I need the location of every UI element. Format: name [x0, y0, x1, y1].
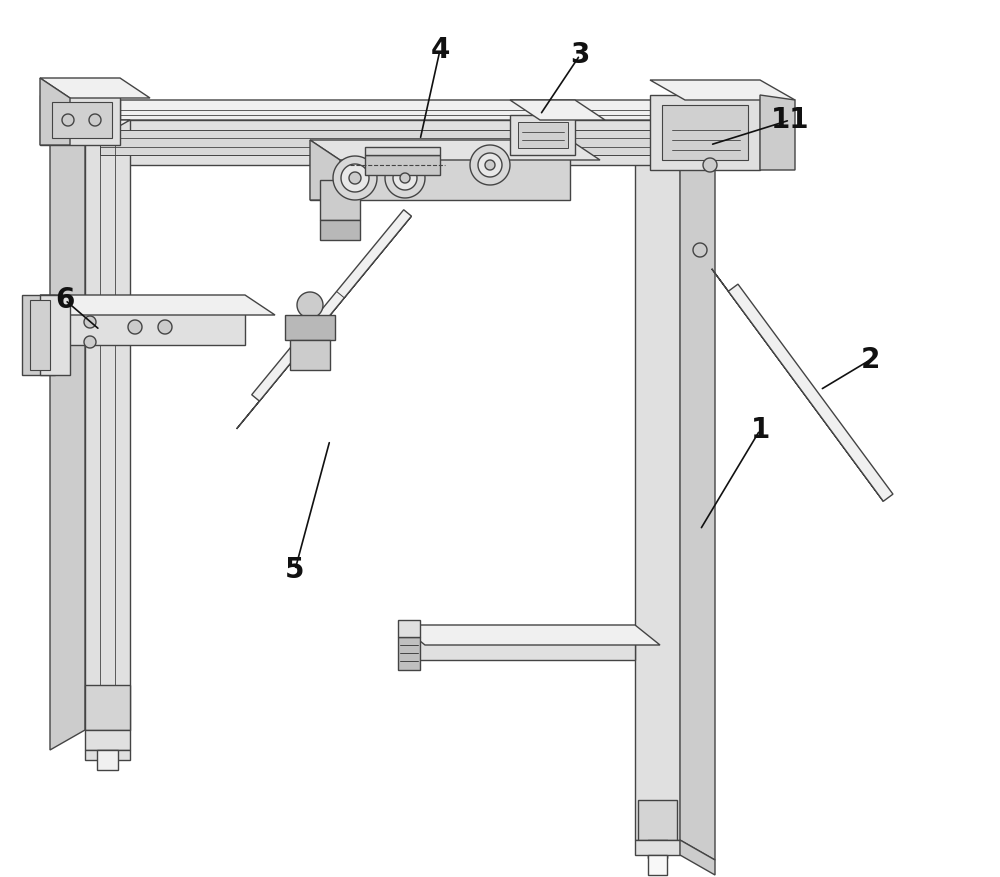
- Polygon shape: [84, 336, 96, 348]
- Polygon shape: [50, 120, 130, 140]
- Polygon shape: [158, 320, 172, 334]
- Polygon shape: [50, 120, 85, 750]
- Polygon shape: [320, 180, 360, 220]
- Text: 11: 11: [771, 106, 809, 134]
- Polygon shape: [310, 155, 570, 200]
- Polygon shape: [635, 145, 715, 165]
- Polygon shape: [62, 114, 74, 126]
- Polygon shape: [635, 840, 680, 855]
- Polygon shape: [648, 855, 667, 875]
- Polygon shape: [518, 122, 568, 148]
- Polygon shape: [385, 158, 425, 198]
- Polygon shape: [400, 173, 410, 183]
- Text: 5: 5: [285, 556, 305, 584]
- Polygon shape: [40, 295, 70, 375]
- Polygon shape: [349, 172, 361, 184]
- Polygon shape: [398, 637, 420, 670]
- Polygon shape: [648, 840, 667, 858]
- Polygon shape: [310, 140, 600, 160]
- Polygon shape: [40, 78, 150, 98]
- Polygon shape: [703, 158, 717, 172]
- Polygon shape: [290, 340, 330, 370]
- Polygon shape: [85, 685, 130, 730]
- Polygon shape: [310, 140, 340, 200]
- Polygon shape: [365, 147, 440, 155]
- Polygon shape: [40, 295, 275, 315]
- Text: 2: 2: [860, 346, 880, 374]
- Polygon shape: [84, 316, 96, 328]
- Polygon shape: [662, 105, 748, 160]
- Polygon shape: [485, 160, 495, 170]
- Text: 3: 3: [570, 41, 590, 69]
- Polygon shape: [285, 315, 335, 340]
- Polygon shape: [333, 156, 377, 200]
- Polygon shape: [85, 750, 130, 760]
- Polygon shape: [650, 80, 795, 100]
- Polygon shape: [100, 130, 665, 155]
- Polygon shape: [85, 120, 130, 730]
- Polygon shape: [237, 216, 411, 429]
- Polygon shape: [760, 95, 795, 170]
- Polygon shape: [712, 268, 883, 502]
- Polygon shape: [400, 640, 635, 660]
- Polygon shape: [85, 100, 120, 165]
- Polygon shape: [728, 284, 893, 502]
- Polygon shape: [40, 78, 70, 145]
- Polygon shape: [30, 300, 50, 370]
- Polygon shape: [128, 320, 142, 334]
- Text: 4: 4: [430, 36, 450, 64]
- Polygon shape: [52, 102, 112, 138]
- Polygon shape: [680, 145, 715, 860]
- Polygon shape: [97, 750, 118, 770]
- Polygon shape: [89, 114, 101, 126]
- Polygon shape: [297, 292, 323, 318]
- Polygon shape: [85, 100, 715, 120]
- Polygon shape: [22, 295, 55, 375]
- Polygon shape: [510, 115, 575, 155]
- Polygon shape: [398, 620, 420, 637]
- Text: 1: 1: [750, 416, 770, 444]
- Polygon shape: [638, 800, 677, 840]
- Polygon shape: [85, 120, 680, 165]
- Polygon shape: [693, 243, 707, 257]
- Polygon shape: [252, 210, 411, 401]
- Polygon shape: [478, 153, 502, 177]
- Polygon shape: [40, 95, 120, 145]
- Polygon shape: [650, 95, 760, 170]
- Polygon shape: [510, 100, 605, 120]
- Polygon shape: [365, 155, 440, 175]
- Polygon shape: [635, 145, 680, 840]
- Polygon shape: [400, 625, 660, 645]
- Polygon shape: [680, 840, 715, 875]
- Polygon shape: [393, 166, 417, 190]
- Text: 6: 6: [55, 286, 75, 314]
- Polygon shape: [85, 730, 130, 750]
- Polygon shape: [40, 310, 245, 345]
- Polygon shape: [470, 145, 510, 185]
- Polygon shape: [341, 164, 369, 192]
- Polygon shape: [320, 220, 360, 240]
